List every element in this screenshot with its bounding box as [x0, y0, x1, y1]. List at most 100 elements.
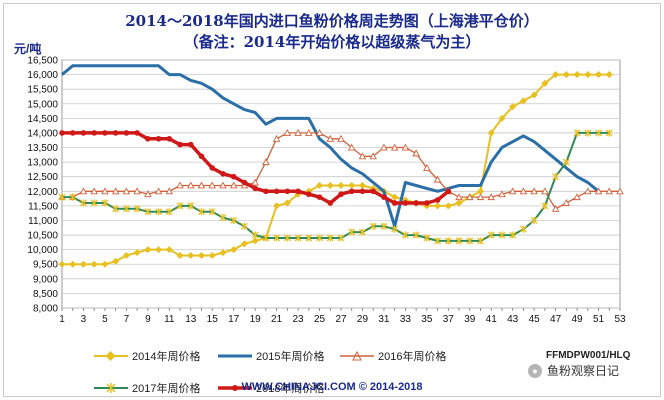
data-point-2018年周价格	[306, 191, 312, 198]
x-tick-label: 29	[357, 314, 369, 325]
data-point-2016年周价格	[487, 193, 495, 201]
y-tick-label: 13,500	[27, 143, 58, 154]
x-tick-label: 17	[228, 314, 240, 325]
data-point-2018年周价格	[413, 200, 419, 206]
data-point-2016年周价格	[272, 134, 281, 142]
data-point-2017年周价格	[562, 158, 570, 166]
data-point-2014年周价格	[434, 202, 442, 210]
y-tick-label: 9,500	[33, 260, 58, 271]
data-point-2014年周价格	[90, 260, 98, 268]
x-tick-label: 13	[185, 314, 197, 325]
data-point-2017年周价格	[337, 234, 345, 242]
x-tick-label: 49	[572, 314, 584, 325]
data-point-2014年周价格	[133, 249, 141, 257]
x-tick-label: 3	[81, 314, 87, 325]
data-point-2018年周价格	[241, 179, 248, 186]
data-point-2017年周价格	[498, 231, 506, 239]
data-point-2017年周价格	[326, 234, 334, 242]
data-point-2016年周价格	[337, 134, 345, 142]
data-point-2017年周价格	[434, 237, 442, 245]
legend-swatch-2017	[94, 383, 128, 393]
series-code-label: FFMDPW001/HLQ	[546, 350, 631, 361]
data-point-2018年周价格	[209, 165, 216, 171]
data-point-2014年周价格	[476, 187, 485, 195]
data-point-2014年周价格	[337, 181, 345, 189]
data-point-2017年周价格	[230, 216, 238, 224]
data-point-2016年周价格	[412, 149, 420, 157]
legend-swatch-2016	[340, 351, 374, 361]
y-tick-label: 12,000	[27, 187, 58, 198]
data-point-2016年周价格	[219, 181, 227, 189]
data-point-2014年周价格	[69, 260, 77, 268]
data-point-2017年周价格	[477, 237, 484, 245]
data-point-2014年周价格	[573, 71, 581, 79]
data-point-2016年周价格	[187, 181, 195, 189]
legend-item-2018: 2018年周价格	[218, 380, 324, 396]
data-point-2016年周价格	[154, 187, 163, 195]
y-tick-label: 14,000	[27, 128, 58, 139]
data-point-2017年周价格	[122, 205, 130, 213]
legend-label-2018: 2018年周价格	[256, 383, 325, 395]
data-point-2014年周价格	[122, 251, 130, 260]
footer-copyright: WWW.CHINAJCI.COM © 2014-2018	[241, 381, 423, 393]
data-point-2017年周价格	[133, 205, 141, 213]
legend-item-2017: 2017年周价格	[94, 380, 200, 396]
data-point-2014年周价格	[240, 240, 248, 248]
data-point-2018年周价格	[198, 153, 205, 160]
data-point-2016年周价格	[79, 187, 88, 195]
data-point-2017年周价格	[208, 208, 216, 216]
data-point-2017年周价格	[112, 205, 120, 213]
data-point-2016年周价格	[294, 129, 302, 136]
data-point-2016年周价格	[347, 143, 356, 151]
data-point-2014年周价格	[519, 97, 527, 105]
data-point-2017年周价格	[369, 222, 377, 230]
data-point-2018年周价格	[177, 141, 183, 148]
data-point-2014年周价格	[444, 202, 452, 210]
data-point-2016年周价格	[133, 187, 141, 195]
data-point-2016年周价格	[369, 152, 377, 160]
x-tick-label: 53	[614, 314, 626, 325]
data-point-2016年周价格	[283, 129, 292, 136]
data-point-2017年周价格	[541, 202, 549, 210]
x-tick-label: 35	[421, 314, 433, 325]
data-point-2018年周价格	[220, 170, 226, 177]
x-tick-label: 25	[314, 314, 326, 325]
data-point-2017年周价格	[251, 231, 259, 239]
y-tick-label: 8,000	[33, 304, 58, 315]
data-point-2016年周价格	[508, 187, 517, 195]
data-point-2017年周价格	[391, 225, 399, 233]
data-point-2014年周价格	[230, 246, 238, 254]
data-point-2018年周价格	[327, 200, 334, 206]
x-tick-label: 51	[593, 314, 605, 325]
y-tick-label: 11,500	[28, 201, 58, 212]
data-point-2016年周价格	[315, 129, 324, 136]
data-point-2016年周价格	[584, 187, 592, 195]
x-tick-label: 27	[335, 314, 347, 325]
data-point-2017年周价格	[423, 234, 431, 242]
y-tick-label: 12,500	[27, 172, 58, 183]
data-point-2018年周价格	[252, 185, 258, 192]
data-point-2014年周价格	[562, 71, 570, 79]
data-point-2014年周价格	[219, 249, 227, 257]
y-tick-label: 10,500	[27, 231, 58, 242]
data-point-2018年周价格	[112, 130, 119, 136]
legend-swatch-2018	[218, 385, 252, 391]
y-tick-label: 16,000	[27, 70, 58, 81]
data-point-2018年周价格	[295, 188, 301, 195]
data-point-2016年周价格	[144, 190, 152, 198]
y-tick-label: 15,500	[27, 85, 58, 96]
data-point-2017年周价格	[90, 199, 98, 207]
data-point-2018年周价格	[134, 130, 140, 136]
data-point-2016年周价格	[573, 193, 581, 201]
data-point-2016年周价格	[197, 181, 206, 189]
legend-label-2016: 2016年周价格	[378, 351, 447, 363]
data-point-2014年周价格	[487, 129, 495, 137]
x-tick-label: 45	[529, 314, 541, 325]
x-tick-label: 43	[507, 314, 519, 325]
data-point-2018年周价格	[445, 188, 452, 195]
x-tick-label: 33	[400, 314, 412, 325]
data-point-2014年周价格	[187, 251, 195, 260]
series-line-2014年周价格	[62, 73, 610, 266]
data-point-2016年周价格	[423, 164, 431, 171]
y-tick-label: 11,000	[28, 216, 58, 227]
